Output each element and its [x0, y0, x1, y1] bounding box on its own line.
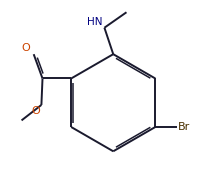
Text: O: O	[22, 43, 30, 53]
Text: HN: HN	[87, 17, 102, 27]
Text: O: O	[32, 106, 40, 116]
Text: Br: Br	[178, 122, 190, 132]
